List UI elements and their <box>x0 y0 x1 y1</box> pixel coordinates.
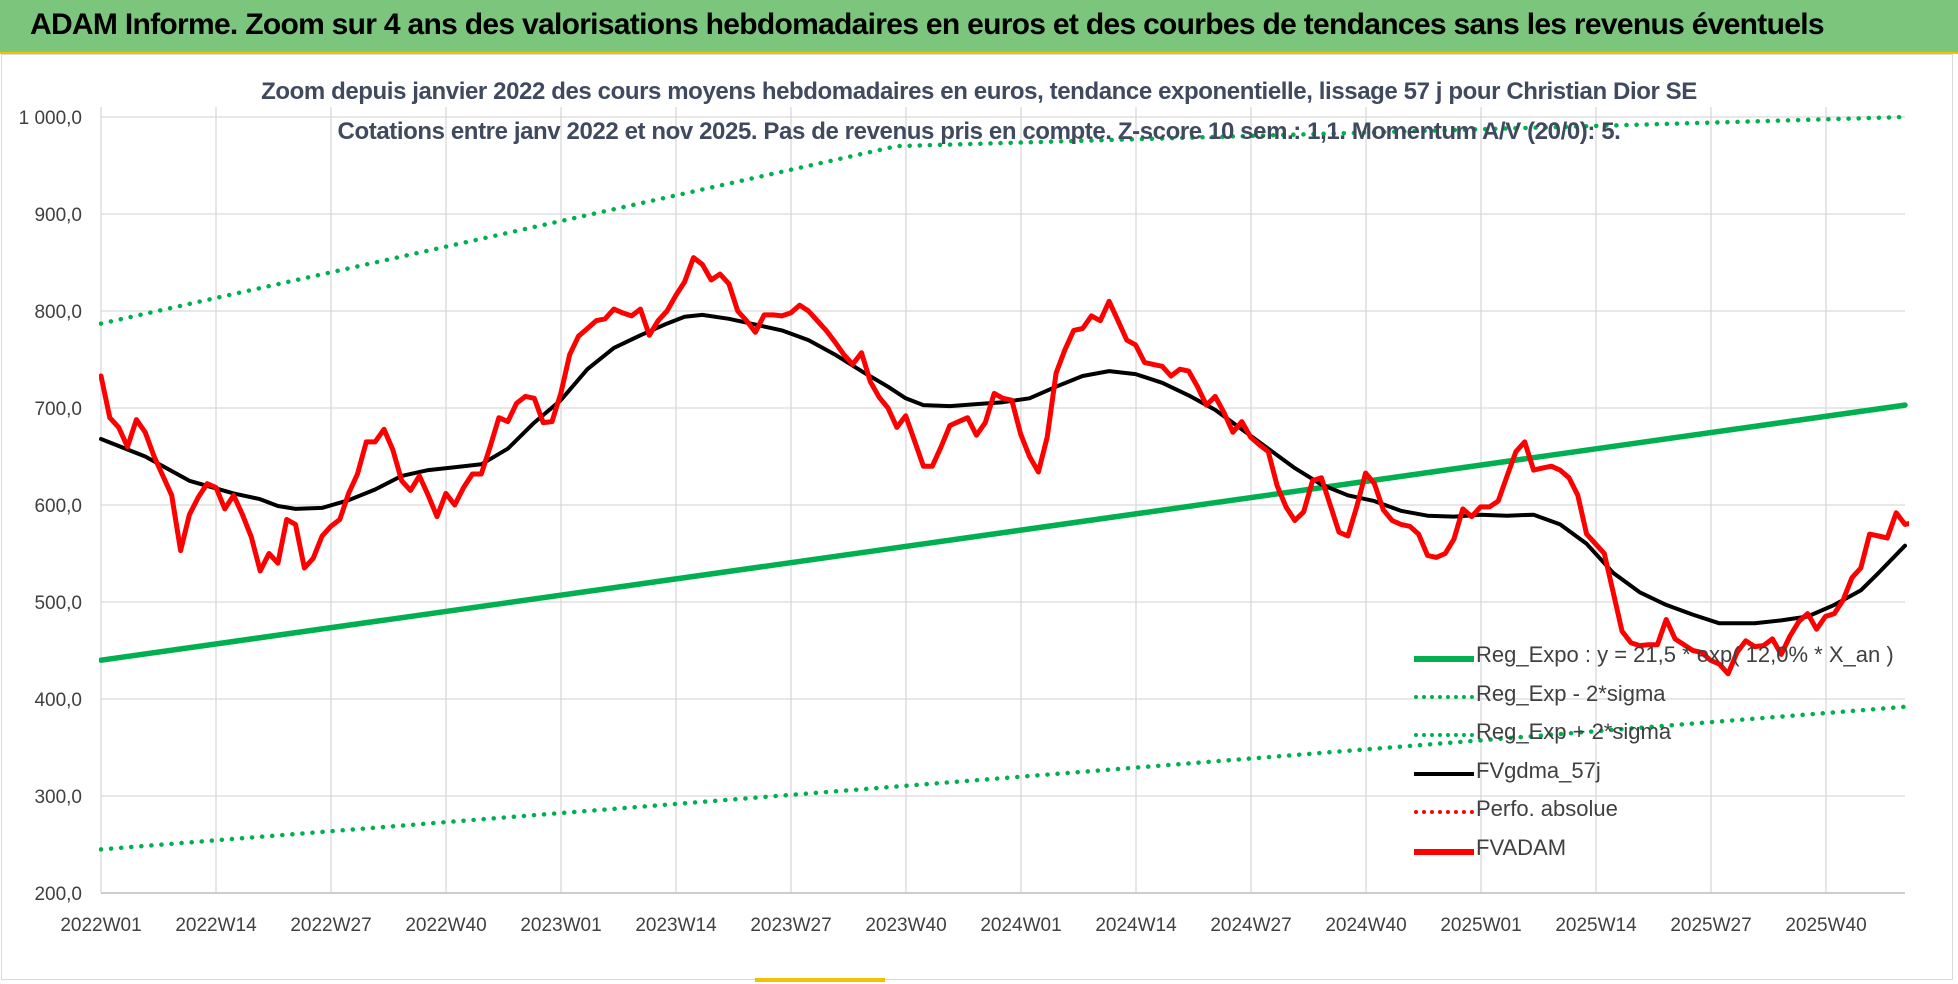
report-banner: ADAM Informe. Zoom sur 4 ans des valoris… <box>0 0 1958 54</box>
legend-swatch <box>1414 694 1474 699</box>
series-reg-exp-2-sigma <box>99 115 1908 326</box>
y-tick-label: 600,0 <box>34 496 82 517</box>
x-tick-label: 2022W40 <box>405 915 486 936</box>
legend-swatch <box>1414 810 1474 814</box>
x-tick-label: 2022W01 <box>60 915 141 936</box>
x-tick-label: 2023W14 <box>635 915 717 936</box>
legend-swatch <box>1414 733 1474 737</box>
x-tick-label: 2022W14 <box>175 915 257 936</box>
legend-label: FVADAM <box>1476 834 1567 860</box>
x-tick-label: 2023W01 <box>520 915 601 936</box>
legend-label: Reg_Exp + 2*sigma <box>1476 719 1672 744</box>
y-tick-label: 400,0 <box>34 690 82 711</box>
x-tick-label: 2025W40 <box>1785 915 1866 936</box>
series-lines <box>99 115 1909 852</box>
series-fvadam <box>99 255 1909 677</box>
x-tick-label: 2023W40 <box>865 915 946 936</box>
y-tick-label: 700,0 <box>34 399 82 420</box>
x-tick-label: 2025W01 <box>1440 915 1521 936</box>
y-tick-label: 500,0 <box>34 593 82 614</box>
chart-title: Zoom depuis janvier 2022 des cours moyen… <box>261 78 1697 105</box>
gridlines <box>100 107 1905 894</box>
chart-subtitle: Cotations entre janv 2022 et nov 2025. P… <box>337 118 1621 145</box>
legend-swatch <box>1414 656 1474 662</box>
bottom-accent-bar <box>755 978 885 982</box>
y-tick-label: 800,0 <box>34 302 82 323</box>
series-reg-expo-y-21-5-exp-12-0-x-an <box>99 402 1908 663</box>
x-axis-ticks: 2022W01 2022W14 2022W27 2022W40 2023W01 2023W… <box>60 915 1866 936</box>
legend-label: Reg_Exp - 2*sigma <box>1476 680 1666 706</box>
legend-swatch <box>1414 848 1474 855</box>
y-tick-label: 900,0 <box>34 205 82 226</box>
x-tick-label: 2025W14 <box>1555 915 1637 936</box>
x-tick-label: 2024W27 <box>1210 915 1291 936</box>
report-title: ADAM Informe. Zoom sur 4 ans des valoris… <box>30 8 1825 41</box>
x-tick-label: 2023W27 <box>750 915 831 936</box>
legend-label: Perfo. absolue <box>1476 796 1618 821</box>
x-tick-label: 2024W01 <box>980 915 1061 936</box>
y-tick-label: 200,0 <box>34 884 82 905</box>
series-reg-exp-2-sigma <box>99 704 1908 852</box>
x-tick-label: 2024W40 <box>1325 915 1406 936</box>
series-fvgdma-57j <box>99 312 1907 626</box>
x-tick-label: 2025W27 <box>1670 915 1751 936</box>
x-tick-label: 2022W27 <box>290 915 371 936</box>
y-tick-label: 1 000,0 <box>19 108 82 129</box>
y-axis-ticks: 200,0 300,0 400,0 500,0 600,0 700,0 800,0 900,0… <box>19 108 82 905</box>
chart-frame <box>1 54 1953 980</box>
x-tick-label: 2024W14 <box>1095 915 1177 936</box>
legend-label: Reg_Expo : y = 21,5 * exp( 12,0% * X_an … <box>1476 642 1894 667</box>
legend-swatch <box>1414 771 1474 776</box>
y-tick-label: 300,0 <box>34 787 82 808</box>
legend-label: FVgdma_57j <box>1476 757 1601 783</box>
